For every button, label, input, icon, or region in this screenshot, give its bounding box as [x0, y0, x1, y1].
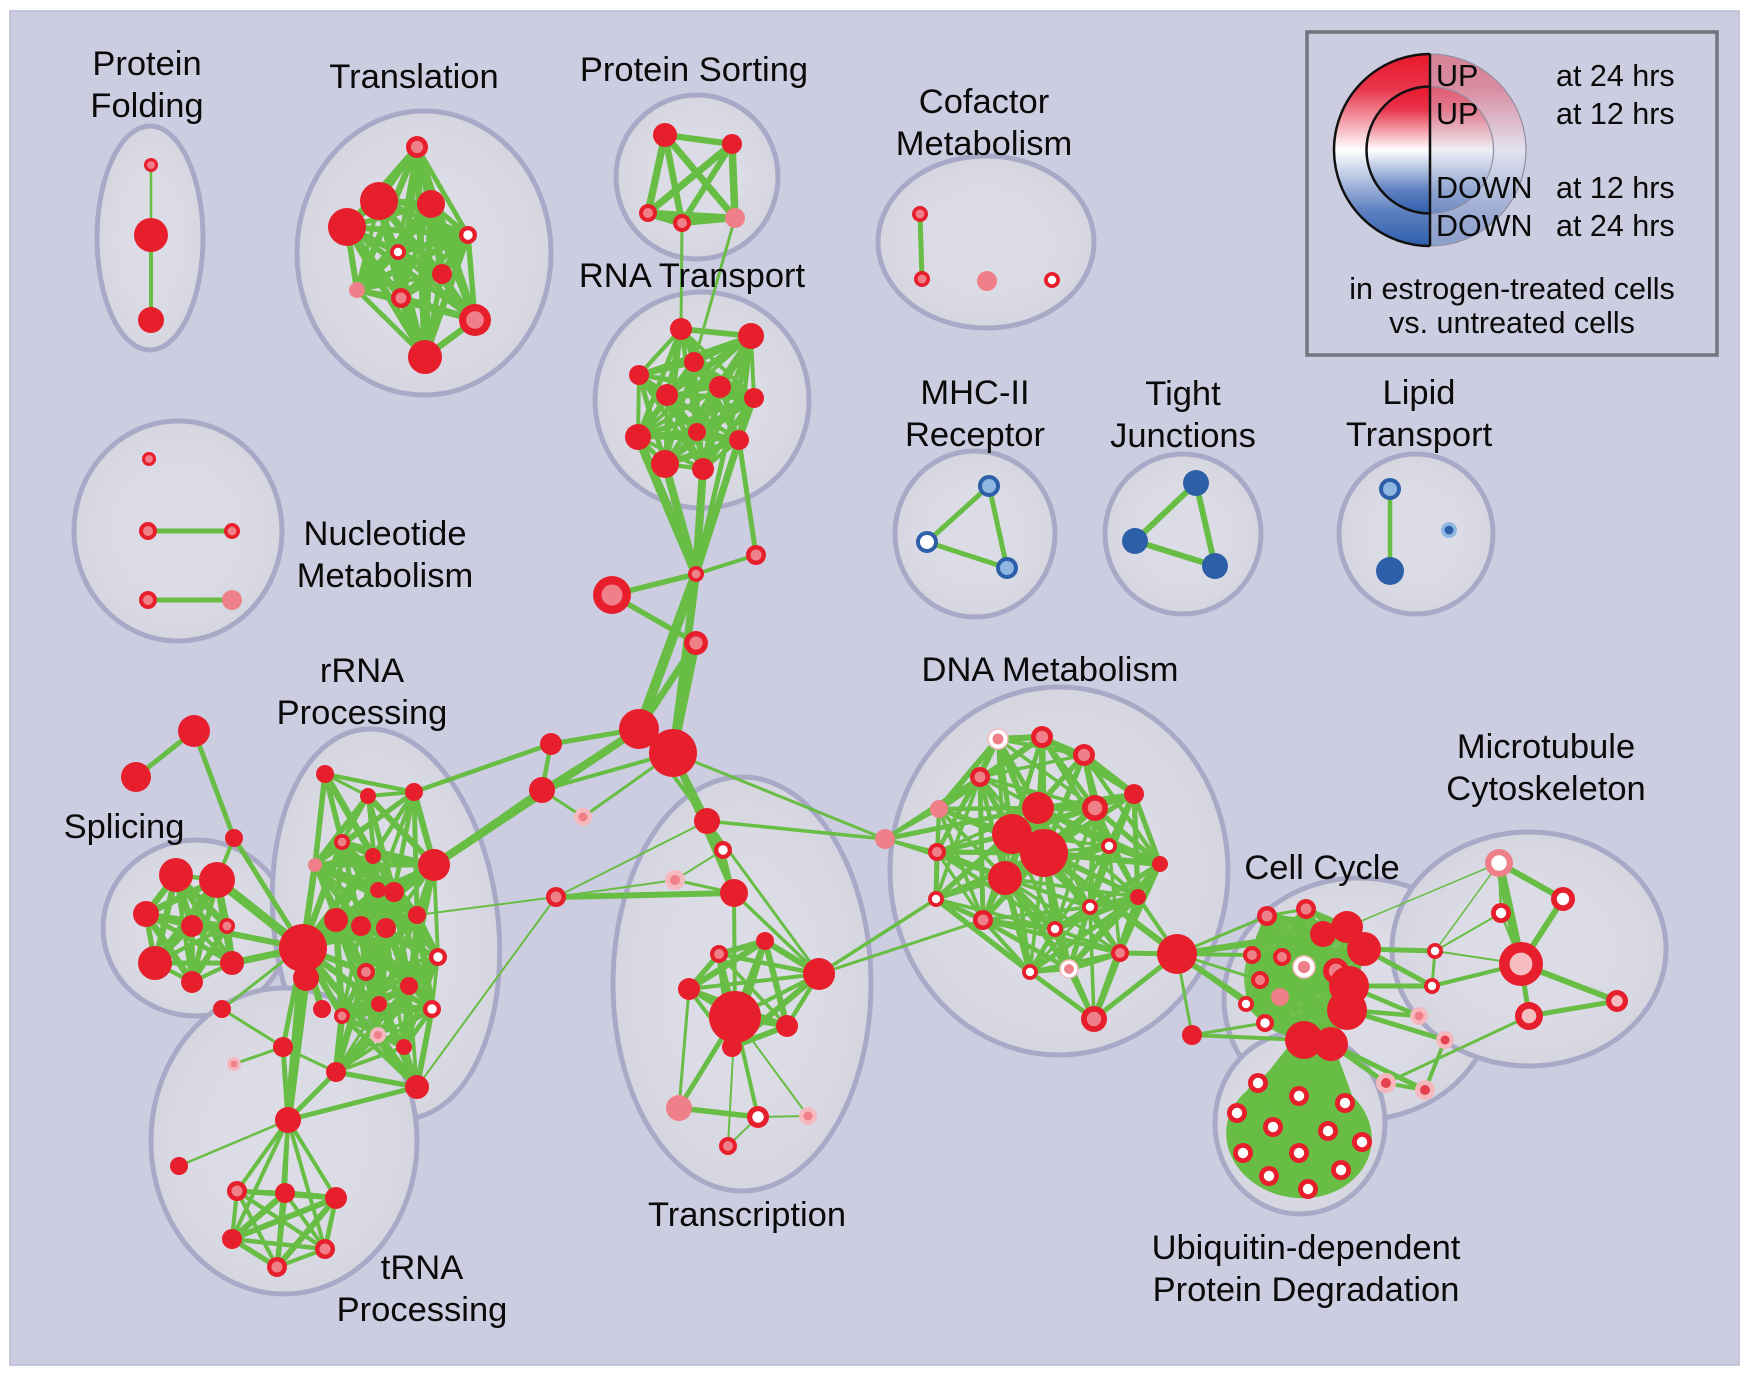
svg-text:Nucleotide: Nucleotide [303, 515, 466, 553]
svg-text:Splicing: Splicing [64, 808, 185, 846]
svg-text:rRNA: rRNA [320, 652, 404, 690]
svg-text:UP: UP [1436, 97, 1478, 131]
svg-text:DOWN: DOWN [1436, 209, 1533, 243]
svg-text:at 24 hrs: at 24 hrs [1556, 59, 1675, 93]
svg-text:Lipid: Lipid [1383, 374, 1456, 412]
svg-text:Processing: Processing [337, 1291, 508, 1329]
svg-text:at 24 hrs: at 24 hrs [1556, 209, 1675, 243]
svg-text:Processing: Processing [277, 694, 448, 732]
svg-text:in estrogen-treated cells: in estrogen-treated cells [1349, 272, 1675, 306]
svg-text:Cell Cycle: Cell Cycle [1244, 849, 1399, 887]
svg-text:at 12 hrs: at 12 hrs [1556, 97, 1675, 131]
svg-text:Metabolism: Metabolism [896, 125, 1072, 163]
svg-text:DNA Metabolism: DNA Metabolism [922, 651, 1179, 689]
svg-text:Cytoskeleton: Cytoskeleton [1446, 770, 1645, 808]
svg-text:MHC-II: MHC-II [920, 374, 1029, 412]
svg-text:Protein: Protein [92, 45, 201, 83]
svg-text:Metabolism: Metabolism [297, 557, 473, 595]
svg-text:Protein Degradation: Protein Degradation [1153, 1271, 1460, 1309]
svg-text:RNA Transport: RNA Transport [579, 257, 806, 295]
svg-text:Ubiquitin-dependent: Ubiquitin-dependent [1152, 1229, 1461, 1267]
svg-text:Transcription: Transcription [648, 1196, 846, 1234]
svg-text:Translation: Translation [329, 58, 498, 96]
svg-text:DOWN: DOWN [1436, 171, 1533, 205]
svg-text:Transport: Transport [1346, 416, 1493, 454]
svg-text:UP: UP [1436, 59, 1478, 93]
svg-text:Protein Sorting: Protein Sorting [580, 51, 808, 89]
svg-text:vs. untreated cells: vs. untreated cells [1389, 306, 1635, 340]
svg-text:Microtubule: Microtubule [1457, 728, 1635, 766]
svg-text:Junctions: Junctions [1110, 417, 1256, 455]
svg-text:at 12 hrs: at 12 hrs [1556, 171, 1675, 205]
svg-text:Tight: Tight [1145, 375, 1221, 413]
svg-text:Receptor: Receptor [905, 416, 1045, 454]
svg-text:Folding: Folding [90, 87, 203, 125]
svg-text:Cofactor: Cofactor [919, 83, 1049, 121]
svg-text:tRNA: tRNA [381, 1249, 463, 1287]
